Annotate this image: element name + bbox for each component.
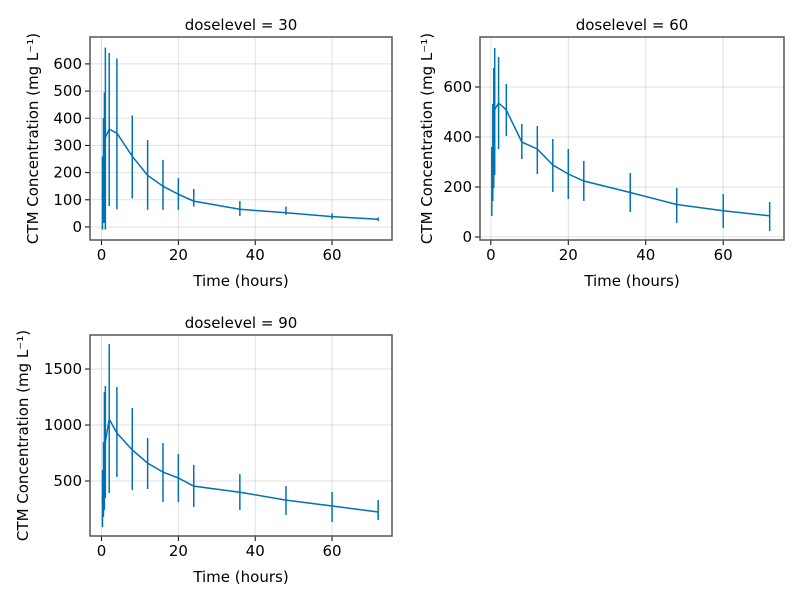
y-tick-label: 400	[53, 109, 82, 127]
mean-line	[101, 128, 379, 221]
x-tick-label: 60	[323, 542, 342, 560]
axes-frame	[479, 36, 785, 241]
y-tick-label: 200	[53, 164, 82, 182]
y-tick-label: 300	[53, 136, 82, 154]
y-axis-label: CTM Concentration (mg L⁻¹)	[418, 33, 436, 244]
y-tick-label: 0	[72, 218, 82, 236]
y-axis-label: CTM Concentration (mg L⁻¹)	[14, 330, 32, 541]
x-tick-label: 40	[636, 246, 655, 264]
y-tick-label: 600	[443, 78, 472, 96]
subplot-title: doselevel = 60	[576, 16, 689, 34]
subplot-title: doselevel = 30	[185, 16, 298, 34]
y-tick-label: 400	[443, 128, 472, 146]
axes-frame	[89, 334, 393, 537]
axes-frame	[89, 36, 393, 241]
x-tick-label: 40	[246, 246, 265, 264]
mean-line	[491, 101, 770, 217]
x-tick-label: 60	[323, 246, 342, 264]
x-tick-label: 60	[714, 246, 733, 264]
y-tick-label: 1500	[44, 360, 82, 378]
y-tick-label: 600	[53, 55, 82, 73]
subplot-title: doselevel = 90	[185, 314, 298, 332]
y-axis-label: CTM Concentration (mg L⁻¹)	[24, 33, 42, 244]
y-tick-label: 200	[443, 178, 472, 196]
mean-line	[101, 416, 379, 513]
x-tick-label: 20	[559, 246, 578, 264]
x-tick-label: 40	[246, 542, 265, 560]
x-tick-label: 20	[169, 542, 188, 560]
x-axis-label: Time (hours)	[192, 568, 288, 586]
y-tick-label: 1000	[44, 416, 82, 434]
y-tick-label: 0	[462, 228, 472, 246]
x-tick-label: 0	[97, 542, 107, 560]
x-axis-label: Time (hours)	[192, 272, 288, 290]
subplot-3: 0 20 40 60 500 1000 1500 doselevel = 90 Time (ho…	[14, 314, 393, 586]
x-tick-label: 0	[486, 246, 496, 264]
y-tick-label: 500	[53, 82, 82, 100]
y-tick-label: 500	[53, 472, 82, 490]
x-tick-label: 0	[97, 246, 107, 264]
x-axis-label: Time (hours)	[583, 272, 679, 290]
x-tick-label: 20	[169, 246, 188, 264]
y-tick-label: 100	[53, 191, 82, 209]
